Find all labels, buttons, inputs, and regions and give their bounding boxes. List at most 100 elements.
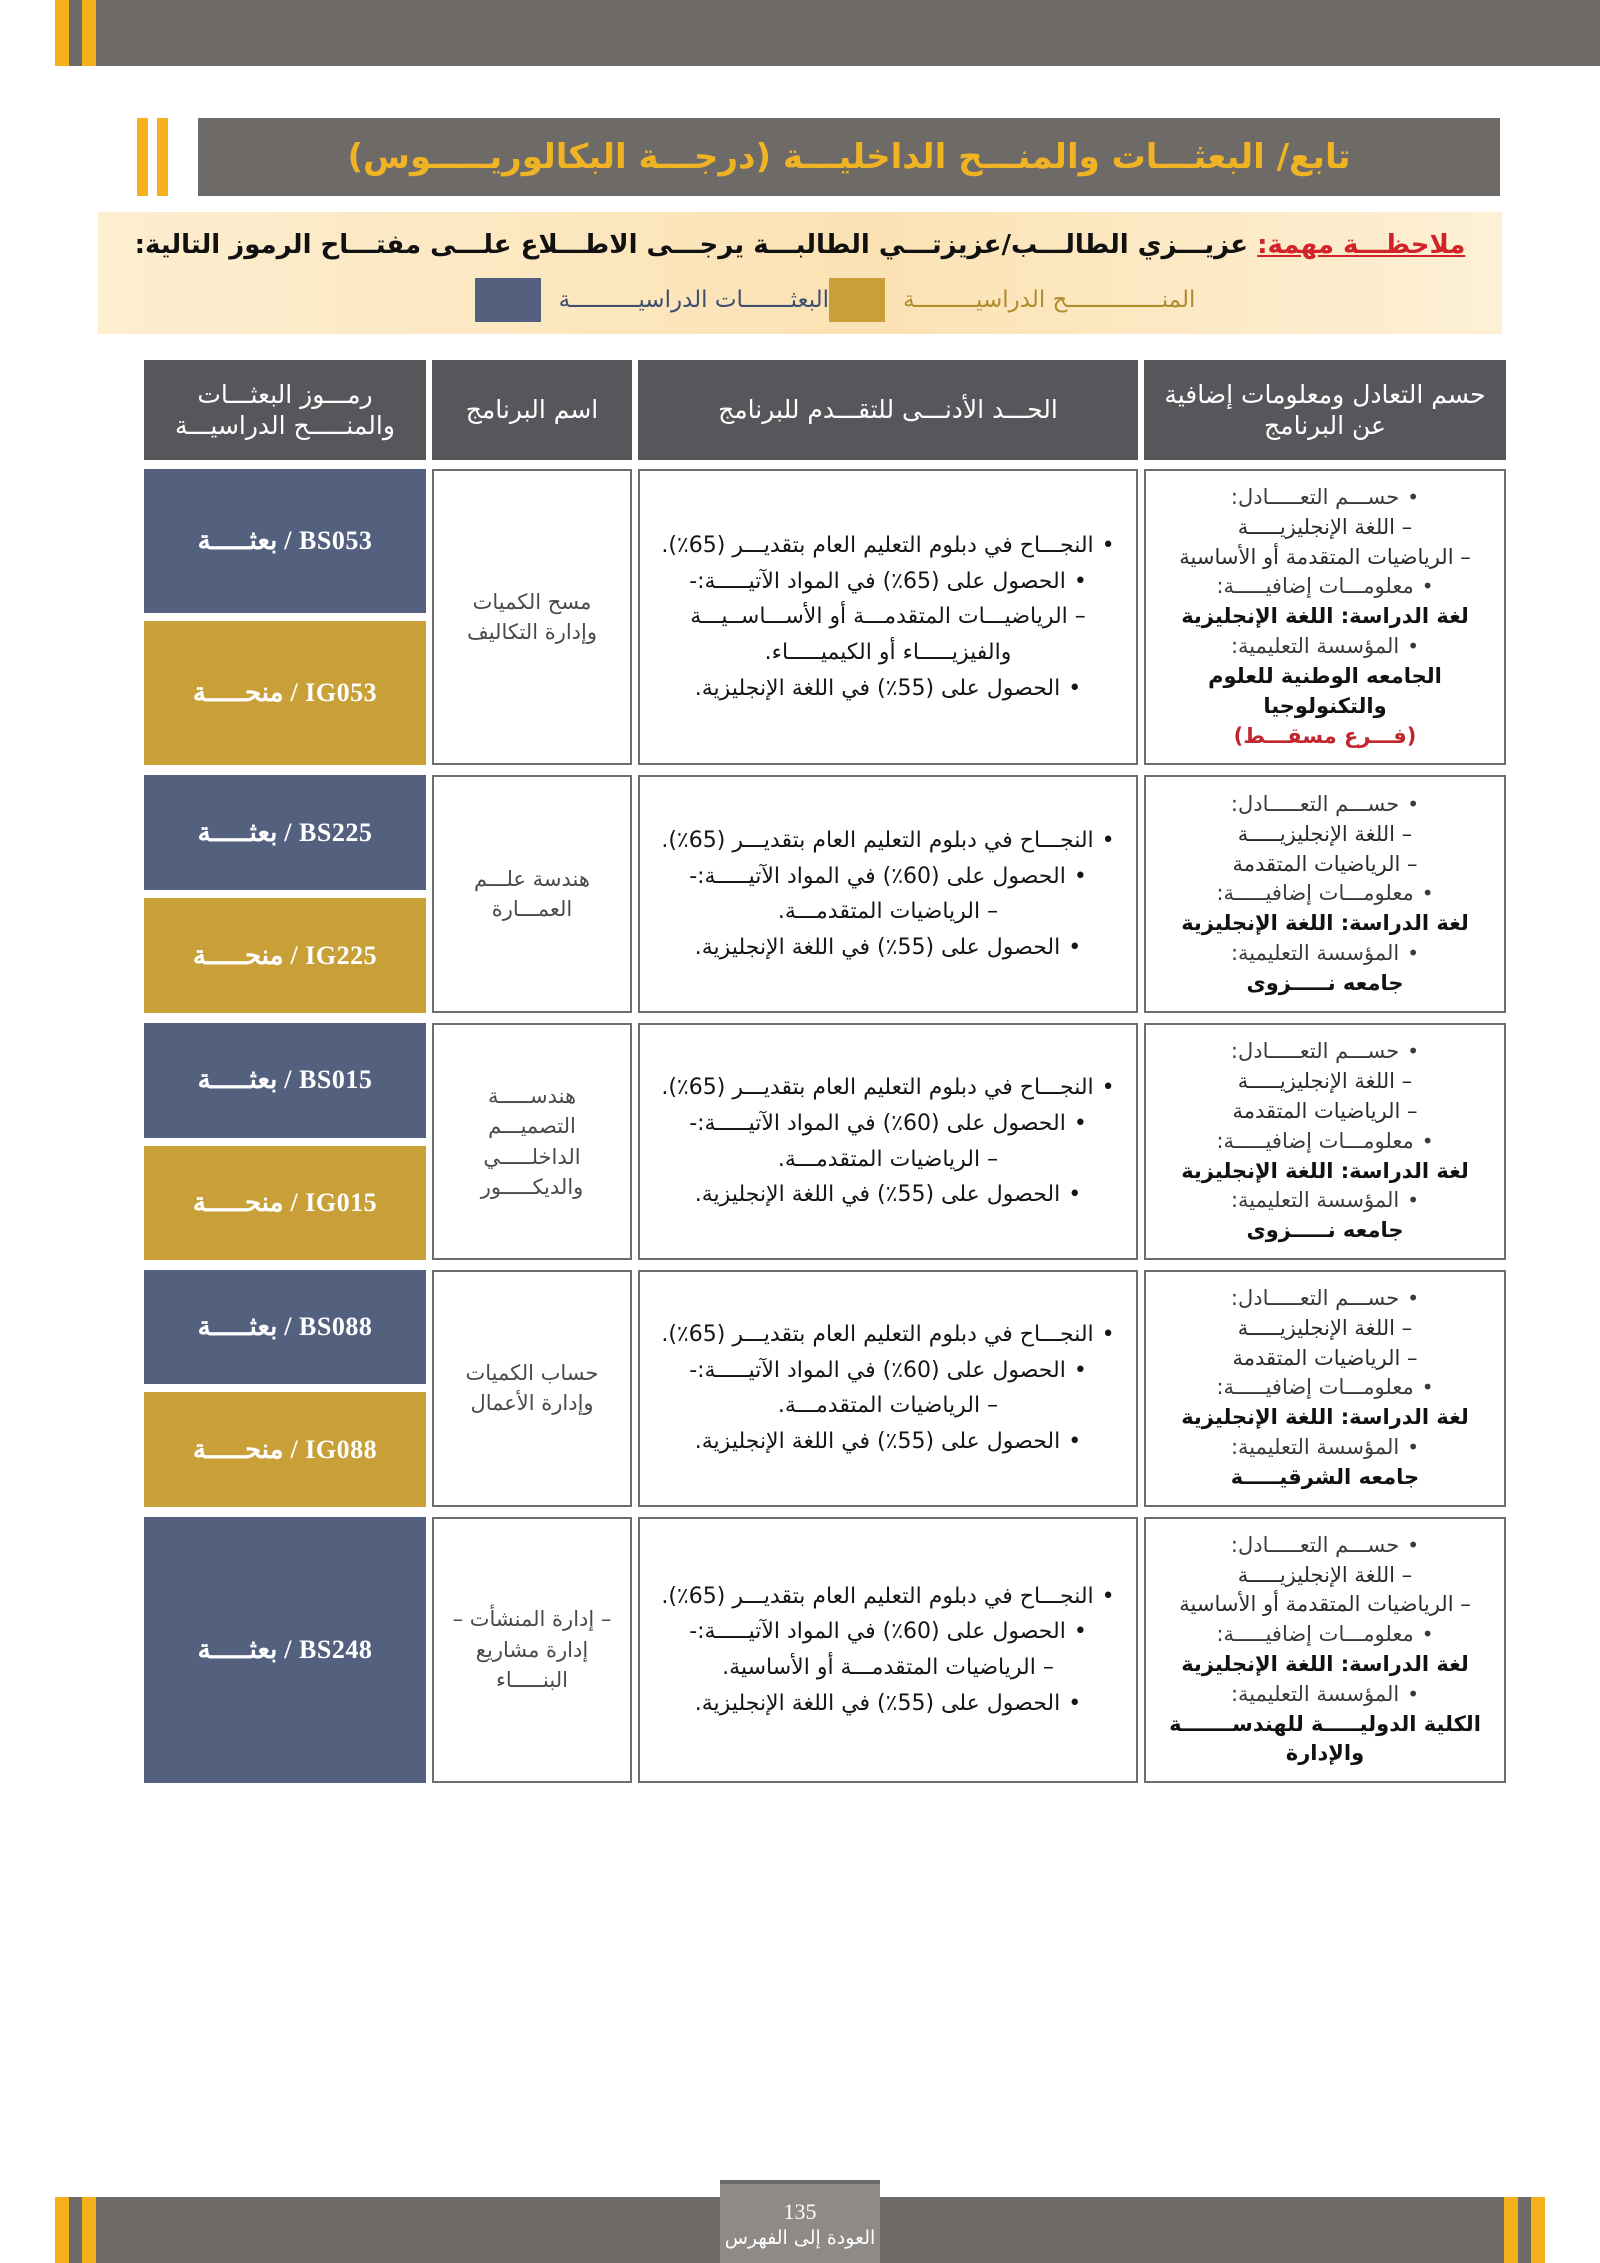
note-line: المؤسسة التعليمية: xyxy=(1156,1680,1494,1710)
table-header-row: حسم التعادل ومعلومات إضافية عن البرنامج … xyxy=(94,360,1506,460)
table-body: حســـم التعـــــادل:– اللغة الإنجليزيـــ… xyxy=(94,469,1506,1784)
column-header-notes: حسم التعادل ومعلومات إضافية عن البرنامج xyxy=(1144,360,1506,460)
program-name-text: هندســـــة التصميـــم الداخلـــــي والدي… xyxy=(480,1083,584,1200)
cell-codes: BS248 / بعثـــــة xyxy=(144,1516,426,1784)
requirement-line: النجـــاح في دبلوم التعليم العام بتقديــ… xyxy=(650,1317,1126,1353)
note-line: حســـم التعـــــادل: xyxy=(1156,790,1494,820)
column-header-program: اسم البرنامج xyxy=(432,360,632,460)
cell-program-name: – إدارة المنشأت – إدارة مشاريع البنـــــ… xyxy=(432,1516,632,1784)
cell-notes: حســـم التعـــــادل:– اللغة الإنجليزيـــ… xyxy=(1144,1023,1506,1260)
cell-notes: حســـم التعـــــادل:– اللغة الإنجليزيـــ… xyxy=(1144,1516,1506,1784)
requirement-line: الحصول على (55٪) في اللغة الإنجليزية. xyxy=(650,671,1126,707)
notice-text-line: ملاحظـــة مهمة: عزيـــزي الطالـــب/عزيزت… xyxy=(126,230,1474,260)
cell-requirements: النجـــاح في دبلوم التعليم العام بتقديــ… xyxy=(638,1023,1138,1260)
scholarship-code-badge[interactable]: BS053 / بعثـــــة xyxy=(144,469,426,614)
title-tick-group xyxy=(137,118,168,196)
requirement-line: الحصول على (55٪) في اللغة الإنجليزية. xyxy=(650,1177,1126,1213)
page-title-banner: تابع/ البعثـــات والمنـــح الداخليـــة (… xyxy=(100,118,1500,196)
requirement-line: الحصول على (55٪) في اللغة الإنجليزية. xyxy=(650,1424,1126,1460)
note-line: – اللغة الإنجليزيـــــة xyxy=(1237,821,1413,846)
requirement-line: الحصول على (60٪) في المواد الآتيـــــة:- xyxy=(650,859,1126,895)
cell-codes: BS053 / بعثـــــة IG053 / منحـــــة xyxy=(144,469,426,766)
cell-program-name: حساب الكميات وإدارة الأعمال xyxy=(432,1270,632,1507)
note-line: لغة الدراسة: اللغة الإنجليزية xyxy=(1181,604,1469,629)
legend-item-grant: المنــــــــــــــح الدراسيـــــــــة xyxy=(829,278,1195,322)
cell-requirements: النجـــاح في دبلوم التعليم العام بتقديــ… xyxy=(638,775,1138,1014)
legend-label-scholarship: البعثـــــــات الدراسيــــــــــة xyxy=(558,287,830,313)
note-line: المؤسسة التعليمية: xyxy=(1156,632,1494,662)
table-row: حســـم التعـــــادل:– اللغة الإنجليزيـــ… xyxy=(94,1516,1506,1784)
note-line: جامعه الشرقيـــــة xyxy=(1230,1464,1420,1489)
note-line: حســـم التعـــــادل: xyxy=(1156,1284,1494,1314)
scholarship-code-badge[interactable]: BS015 / بعثـــــة xyxy=(144,1023,426,1138)
column-header-requirements: الحـــد الأدنـــى للتقـــدم للبرنامج xyxy=(638,360,1138,460)
grant-code-badge[interactable]: IG053 / منحـــــة xyxy=(144,621,426,766)
cell-codes: BS088 / بعثـــــة IG088 / منحـــــة xyxy=(144,1270,426,1507)
note-line: – الرياضيات المتقدمة أو الأساسية xyxy=(1179,1592,1471,1617)
note-line: الجامعه الوطنية للعلوم والتكنولوجيا xyxy=(1208,663,1442,718)
note-line: لغة الدراسة: اللغة الإنجليزية xyxy=(1181,1405,1469,1430)
requirement-line: – الرياضيات المتقدمـــة. xyxy=(777,899,999,925)
requirement-line: الحصول على (55٪) في اللغة الإنجليزية. xyxy=(650,930,1126,966)
page-title: تابع/ البعثـــات والمنـــح الداخليـــة (… xyxy=(347,137,1351,177)
cell-program-name: مسح الكميات وإدارة التكاليف xyxy=(432,469,632,766)
cell-codes: BS225 / بعثـــــة IG225 / منحـــــة xyxy=(144,775,426,1014)
note-line: حســـم التعـــــادل: xyxy=(1156,483,1494,513)
footer-left-padding xyxy=(0,2197,55,2263)
top-decorative-bar xyxy=(0,0,1600,66)
scholarship-code-badge[interactable]: BS225 / بعثـــــة xyxy=(144,775,426,891)
requirement-line: الحصول على (55٪) في اللغة الإنجليزية. xyxy=(650,1686,1126,1722)
note-line: المؤسسة التعليمية: xyxy=(1156,1186,1494,1216)
note-line: – الرياضيات المتقدمة xyxy=(1232,1345,1418,1370)
table-row: حســـم التعـــــادل:– اللغة الإنجليزيـــ… xyxy=(94,1270,1506,1507)
note-line: حســـم التعـــــادل: xyxy=(1156,1531,1494,1561)
back-to-index-button[interactable]: 135 العودة إلى الفهرس xyxy=(720,2180,880,2263)
legend-item-scholarship: البعثـــــــات الدراسيــــــــــة xyxy=(474,278,830,322)
top-bar-stripe-group xyxy=(55,0,96,66)
note-line: – اللغة الإنجليزيـــــة xyxy=(1237,514,1413,539)
grant-code-badge[interactable]: IG088 / منحـــــة xyxy=(144,1392,426,1507)
program-name-text: – إدارة المنشأت – إدارة مشاريع البنـــــ… xyxy=(452,1607,612,1693)
cell-program-name: هندســـــة التصميـــم الداخلـــــي والدي… xyxy=(432,1023,632,1260)
title-tick-1 xyxy=(157,118,168,196)
footer-stripe-group-right xyxy=(1504,2197,1545,2263)
note-line: معلومـــات إضافيـــــة: xyxy=(1156,1373,1494,1403)
requirement-line: الحصول على (60٪) في المواد الآتيـــــة:- xyxy=(650,1614,1126,1650)
notice-label: ملاحظـــة مهمة: xyxy=(1257,230,1466,260)
programs-table: حسم التعادل ومعلومات إضافية عن البرنامج … xyxy=(94,360,1506,1793)
scholarship-code-badge[interactable]: BS088 / بعثـــــة xyxy=(144,1270,426,1385)
footer-stripe-yellow-left-2 xyxy=(55,2197,69,2263)
column-header-codes: رمـــوز البعثـــات والمنـــــح الدراسيــ… xyxy=(144,360,426,460)
program-name-text: هندسة علـــم العمـــارة xyxy=(474,866,590,922)
note-line: معلومـــات إضافيـــــة: xyxy=(1156,1127,1494,1157)
title-tick-2 xyxy=(137,118,148,196)
cell-codes: BS015 / بعثـــــة IG015 / منحـــــة xyxy=(144,1023,426,1260)
note-line: لغة الدراسة: اللغة الإنجليزية xyxy=(1181,911,1469,936)
page-number: 135 xyxy=(783,2198,817,2224)
page-title-banner-fill: تابع/ البعثـــات والمنـــح الداخليـــة (… xyxy=(198,118,1500,196)
notice-body: عزيـــزي الطالـــب/عزيزتـــي الطالبـــة … xyxy=(134,230,1258,260)
footer-stripe-yellow-right-1 xyxy=(1531,2197,1545,2263)
note-line: لغة الدراسة: اللغة الإنجليزية xyxy=(1181,1158,1469,1183)
grant-code-badge[interactable]: IG015 / منحـــــة xyxy=(144,1145,426,1260)
requirement-line: – الرياضيات المتقدمـــة أو الأساسية. xyxy=(722,1654,1054,1680)
note-line: – الرياضيات المتقدمة xyxy=(1232,851,1418,876)
cell-notes: حســـم التعـــــادل:– اللغة الإنجليزيـــ… xyxy=(1144,775,1506,1014)
requirement-line: النجـــاح في دبلوم التعليم العام بتقديــ… xyxy=(650,528,1126,564)
table-row: حســـم التعـــــادل:– اللغة الإنجليزيـــ… xyxy=(94,775,1506,1014)
requirement-line: – الرياضيـــات المتقدمـــة أو الأســـاسـ… xyxy=(690,604,1086,665)
footer-stripe-yellow-right-2 xyxy=(1504,2197,1518,2263)
program-name-text: مسح الكميات وإدارة التكاليف xyxy=(466,589,598,645)
requirement-line: الحصول على (65٪) في المواد الآتيـــــة:- xyxy=(650,564,1126,600)
requirement-line: النجـــاح في دبلوم التعليم العام بتقديــ… xyxy=(650,1070,1126,1106)
footer-stripe-group-left xyxy=(55,2197,96,2263)
grant-code-badge[interactable]: IG225 / منحـــــة xyxy=(144,898,426,1014)
cell-requirements: النجـــاح في دبلوم التعليم العام بتقديــ… xyxy=(638,469,1138,766)
note-line: جامعه نـــــزوى xyxy=(1246,970,1404,995)
top-bar-left-padding xyxy=(0,0,55,66)
footer-right-padding xyxy=(1545,2197,1600,2263)
cell-requirements: النجـــاح في دبلوم التعليم العام بتقديــ… xyxy=(638,1516,1138,1784)
scholarship-code-badge[interactable]: BS248 / بعثـــــة xyxy=(144,1516,426,1784)
requirement-line: النجـــاح في دبلوم التعليم العام بتقديــ… xyxy=(650,823,1126,859)
note-line: معلومـــات إضافيـــــة: xyxy=(1156,879,1494,909)
